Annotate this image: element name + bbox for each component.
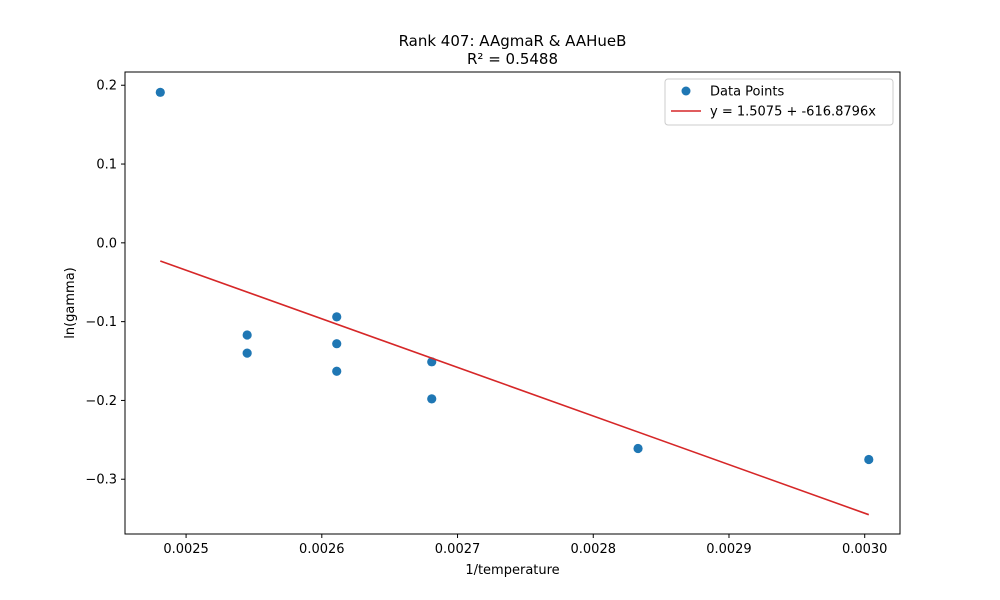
y-tick-label: −0.1 <box>85 315 117 330</box>
x-axis-label: 1/temperature <box>465 563 559 578</box>
x-axis-ticks: 0.0025 0.0026 0.0027 0.0028 0.0029 0.0030 <box>163 534 887 557</box>
legend: Data Points y = 1.5075 + -616.8796x <box>664 78 894 126</box>
legend-label-data-points: Data Points <box>710 85 784 100</box>
x-tick-label: 0.0026 <box>299 542 345 557</box>
regression-line <box>160 260 870 516</box>
data-point-10 <box>864 454 874 465</box>
y-tick-label: 0.1 <box>96 158 117 173</box>
y-tick-label: −0.3 <box>85 473 117 488</box>
y-tick-label: 0.0 <box>96 236 117 251</box>
plot-area <box>155 87 874 516</box>
x-tick-label: 0.0027 <box>435 542 481 557</box>
x-tick-label: 0.0025 <box>163 542 209 557</box>
data-point-8 <box>427 394 437 404</box>
data-point-3 <box>242 348 252 358</box>
chart-subtitle: R² = 0.5488 <box>467 50 558 68</box>
y-axis-label: ln(gamma) <box>63 267 78 339</box>
legend-box <box>664 78 894 126</box>
y-axis-ticks: 0.2 0.1 0.0 −0.1 −0.2 −0.3 <box>85 79 125 488</box>
y-tick-label: 0.2 <box>96 79 117 94</box>
y-tick-label: −0.2 <box>85 394 117 409</box>
x-tick-label: 0.0028 <box>571 542 617 557</box>
legend-marker-data-points <box>681 86 691 96</box>
chart-title: Rank 407: AAgmaR & AAHueB <box>399 32 627 50</box>
axes-frame <box>124 71 901 535</box>
x-tick-label: 0.0030 <box>842 542 888 557</box>
data-point-1 <box>155 87 165 97</box>
x-tick-label: 0.0029 <box>706 542 752 557</box>
data-point-4 <box>332 312 342 322</box>
data-point-5 <box>332 339 342 349</box>
data-point-2 <box>242 330 252 340</box>
data-point-6 <box>332 366 342 376</box>
data-point-9 <box>633 443 643 454</box>
legend-label-fit-line: y = 1.5075 + -616.8796x <box>710 105 876 120</box>
